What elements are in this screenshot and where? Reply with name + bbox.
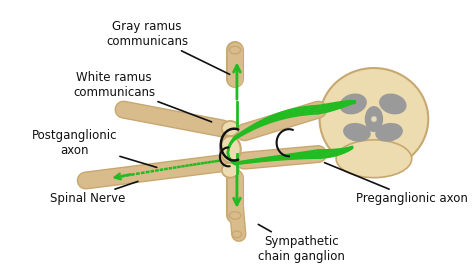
Ellipse shape (232, 231, 242, 238)
Ellipse shape (365, 107, 383, 131)
Text: Spinal Nerve: Spinal Nerve (50, 182, 138, 205)
Text: Sympathetic
chain ganglion: Sympathetic chain ganglion (258, 224, 345, 263)
Ellipse shape (336, 140, 412, 178)
Ellipse shape (222, 163, 239, 178)
Text: Preganglionic axon: Preganglionic axon (325, 163, 468, 205)
Ellipse shape (229, 212, 241, 219)
Ellipse shape (376, 124, 402, 141)
Text: Postganglionic
axon: Postganglionic axon (32, 129, 157, 167)
Text: White ramus
communicans: White ramus communicans (73, 71, 212, 122)
Text: Gray ramus
communicans: Gray ramus communicans (106, 20, 230, 74)
Ellipse shape (344, 124, 370, 141)
Ellipse shape (380, 94, 406, 114)
Ellipse shape (340, 94, 366, 114)
Ellipse shape (222, 121, 239, 136)
Ellipse shape (229, 46, 241, 54)
Ellipse shape (220, 136, 241, 163)
Ellipse shape (371, 116, 377, 122)
Ellipse shape (319, 68, 428, 170)
